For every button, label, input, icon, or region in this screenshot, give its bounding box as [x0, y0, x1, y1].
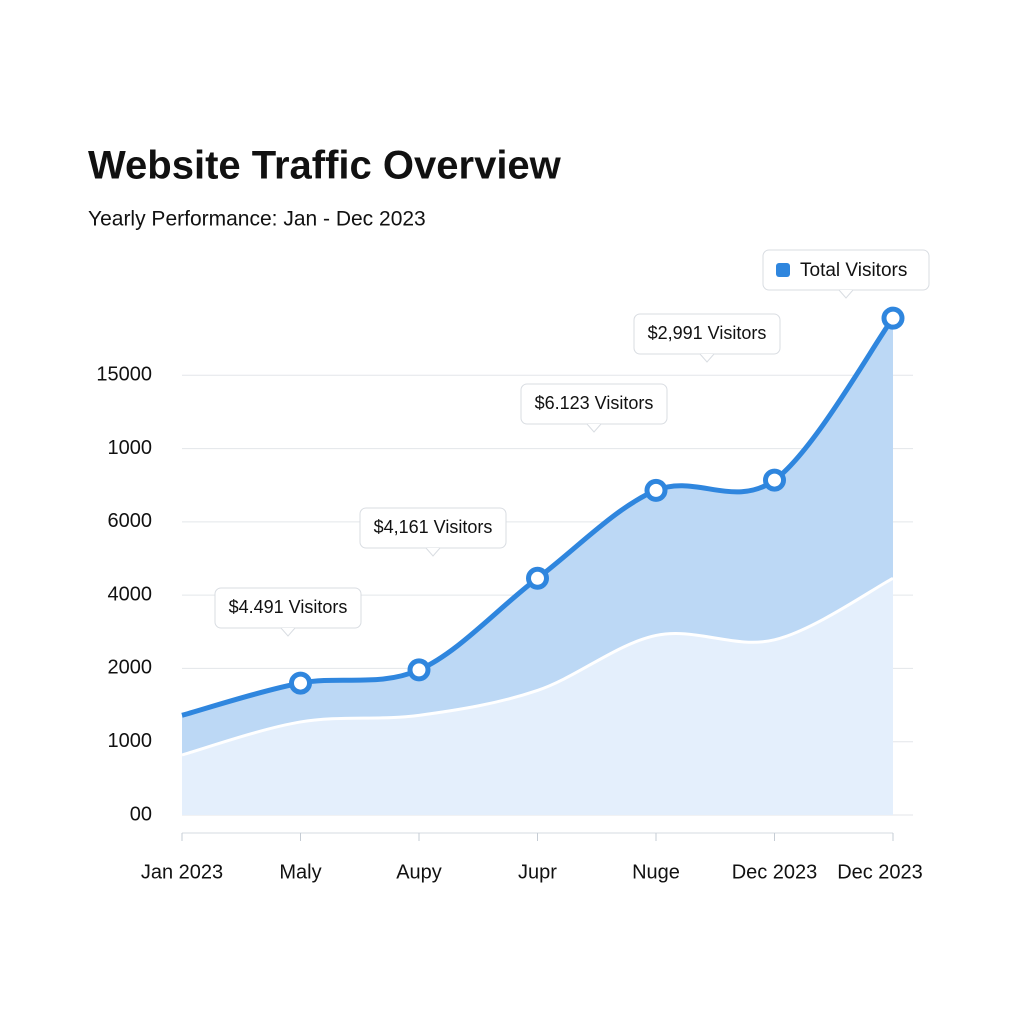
chart-title: Website Traffic Overview [88, 144, 562, 188]
y-tick-label: 1000 [108, 730, 153, 752]
annotation-text: $4,161 Visitors [374, 517, 493, 537]
x-tick-label: Jan 2023 [141, 861, 223, 883]
point-marker [407, 658, 431, 682]
point-marker [763, 468, 786, 492]
legend-swatch [776, 263, 790, 277]
line [181, 576, 894, 757]
y-tick-label: 1000 [108, 437, 153, 459]
point-marker [289, 671, 312, 695]
legend-label: Total Visitors [800, 260, 907, 281]
y-tick-label: 4000 [108, 583, 153, 605]
callout-pointer [425, 547, 441, 557]
annotation-text: $2,991 Visitors [648, 323, 767, 343]
annotation: $4.491 Visitors [214, 587, 362, 637]
y-tick-label: 15000 [96, 364, 152, 386]
point-marker [526, 566, 549, 590]
point-marker [644, 478, 668, 502]
x-tick-label: Nuge [632, 861, 680, 883]
annotation: $2,991 Visitors [633, 313, 781, 363]
callout-pointer [586, 423, 602, 433]
point-marker [881, 306, 905, 330]
x-tick-label: Jupr [518, 861, 557, 883]
chart-subtitle: Yearly Performance: Jan - Dec 2023 [88, 208, 426, 231]
area [182, 578, 893, 815]
annotation: $6.123 Visitors [520, 383, 668, 433]
x-tick-label: Maly [279, 861, 321, 883]
callout-pointer [699, 353, 715, 363]
callout-pointer [280, 627, 296, 637]
y-tick-label: 00 [130, 803, 152, 825]
legend: Total Visitors [762, 249, 930, 299]
y-tick-label: 2000 [108, 657, 153, 679]
x-tick-label: Aupy [396, 861, 442, 883]
callout-pointer [838, 289, 854, 299]
x-tick-label: Dec 2023 [732, 861, 818, 883]
annotation-text: $6.123 Visitors [535, 393, 654, 413]
x-tick-label: Dec 2023 [837, 861, 923, 883]
annotation: $4,161 Visitors [359, 507, 507, 557]
annotation-text: $4.491 Visitors [229, 597, 348, 617]
y-tick-label: 6000 [108, 510, 153, 532]
